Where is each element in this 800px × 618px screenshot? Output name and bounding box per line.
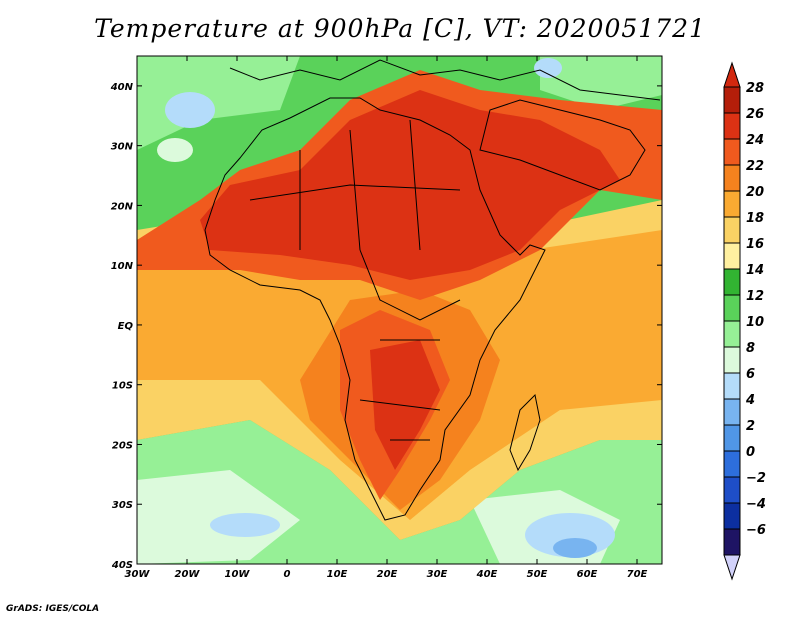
colorbar-swatch (723, 346, 741, 374)
africa-coastline (204, 97, 546, 521)
colorbar-swatch (723, 502, 741, 530)
colorbar-label: −4 (746, 497, 766, 512)
colorbar-label: −2 (746, 471, 766, 486)
colorbar-swatch (723, 372, 741, 400)
lat-tick-label: 30S (112, 500, 133, 511)
south-atlantic-cool-band (137, 470, 300, 564)
lon-tick-label: 50E (527, 569, 548, 580)
europe-coastline (229, 59, 661, 101)
coastlines (204, 59, 661, 521)
colorbar-label: 16 (746, 237, 764, 252)
colorbar-label: 10 (746, 315, 764, 330)
border-central (359, 249, 461, 441)
colorbar-label: 8 (746, 341, 755, 356)
atlantic-cool-patch (165, 92, 215, 128)
lon-tick-label: 10W (225, 569, 251, 580)
colorbar-over-triangle (723, 61, 741, 88)
latitude-axis: 40N 30N 20N 10N EQ 10S 20S 30S 40S (110, 82, 662, 571)
colorbar-swatch (723, 424, 741, 452)
colorbar-swatch (723, 138, 741, 166)
map-frame (136, 55, 663, 565)
lon-tick-label: 30W (125, 569, 151, 580)
colorbar-label: 14 (746, 263, 764, 278)
madagascar-coastline (509, 393, 541, 472)
colorbar-swatch (723, 190, 741, 218)
lat-tick-label: 10S (112, 381, 133, 392)
hot-region-26 (200, 90, 620, 280)
colorbar-swatch (723, 86, 741, 114)
arabia-coastline (479, 99, 646, 191)
lon-tick-label: 10E (327, 569, 348, 580)
colorbar-label: 12 (746, 289, 764, 304)
colorbar-label: 4 (745, 393, 755, 408)
lat-tick-label: 40N (110, 82, 134, 93)
colorbar-swatch (723, 112, 741, 140)
colorbar-swatch (723, 242, 741, 270)
colorbar-label: 26 (746, 107, 764, 122)
colorbar-label: 28 (746, 81, 764, 96)
lat-tick-label: 20N (111, 201, 134, 212)
colorbar-label: −6 (746, 523, 766, 538)
lon-tick-label: 40E (476, 569, 498, 580)
colorbar-label: 2 (746, 419, 755, 434)
colorbar-swatch (723, 216, 741, 244)
lon-tick-label: 60E (577, 569, 598, 580)
caspian-cool-patch (534, 58, 562, 78)
lat-tick-label: 40S (111, 560, 133, 571)
colorbar-label: 24 (746, 133, 764, 148)
lat-tick-label: 30N (111, 142, 134, 153)
southern-hot-26 (370, 340, 440, 470)
colorbar-under-triangle (723, 554, 741, 581)
map-title: Temperature at 900hPa [C], VT: 202005172… (94, 14, 706, 43)
colorbar-swatch (723, 476, 741, 504)
colorbar-swatch (723, 450, 741, 478)
lon-tick-label: 20W (175, 569, 201, 580)
atlantic-cool-patch-2 (157, 138, 193, 162)
longitude-axis: 30W 20W 10W 0 10E 20E 30E 40E 50E 60E 70E (125, 56, 648, 580)
colorbar-label: 22 (746, 159, 764, 174)
lon-tick-label: 0 (284, 569, 291, 580)
colorbar-swatch (723, 528, 741, 556)
colorbar-swatch (723, 320, 741, 348)
lon-tick-label: 30E (427, 569, 448, 580)
colorbar-swatch (723, 164, 741, 192)
colorbar-label: 6 (746, 367, 755, 382)
lon-tick-label: 70E (627, 569, 648, 580)
colorbar-label: 20 (746, 185, 764, 200)
border-sahara-2 (249, 184, 461, 201)
colorbar-swatch (723, 294, 741, 322)
colorbar-label: 18 (746, 211, 764, 226)
colorbar-swatch (723, 398, 741, 426)
atlantic-south-cool-core (210, 513, 280, 537)
lon-tick-label: 20E (377, 569, 398, 580)
colorbar-swatch (723, 268, 741, 296)
lat-tick-label: EQ (118, 321, 134, 332)
credit-label: GrADS: IGES/COLA (6, 604, 100, 614)
colorbar-label: 0 (746, 445, 755, 460)
lat-tick-label: 10N (111, 261, 134, 272)
border-sahara-1 (299, 119, 421, 251)
lat-tick-label: 20S (112, 440, 133, 451)
indian-cold-core (553, 538, 597, 558)
